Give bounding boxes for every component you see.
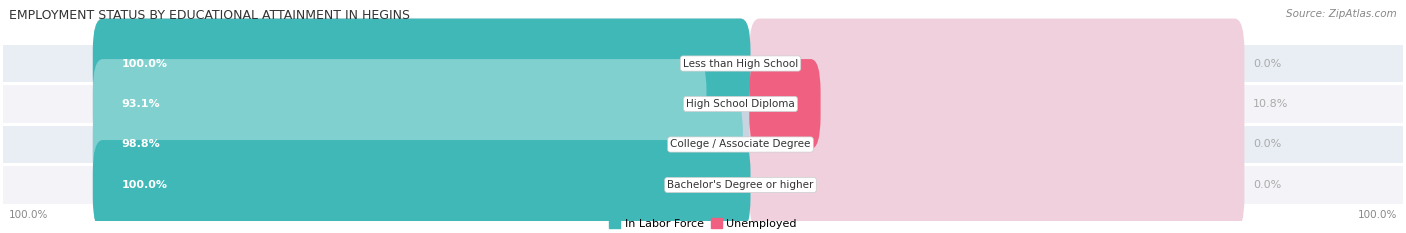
Text: 10.8%: 10.8%: [1253, 99, 1288, 109]
FancyBboxPatch shape: [93, 140, 751, 230]
Bar: [3, 126, 1403, 163]
FancyBboxPatch shape: [93, 99, 751, 189]
FancyBboxPatch shape: [93, 140, 751, 230]
FancyBboxPatch shape: [749, 59, 1244, 149]
Bar: [3, 45, 1403, 82]
Text: College / Associate Degree: College / Associate Degree: [671, 140, 811, 150]
Text: 100.0%: 100.0%: [121, 180, 167, 190]
Text: 0.0%: 0.0%: [1253, 180, 1281, 190]
Text: Less than High School: Less than High School: [683, 58, 799, 69]
Bar: [3, 85, 1403, 123]
FancyBboxPatch shape: [93, 59, 706, 149]
FancyBboxPatch shape: [93, 59, 751, 149]
FancyBboxPatch shape: [93, 99, 742, 189]
Text: Bachelor's Degree or higher: Bachelor's Degree or higher: [668, 180, 814, 190]
FancyBboxPatch shape: [749, 99, 1244, 189]
Text: 0.0%: 0.0%: [1253, 140, 1281, 150]
Text: 100.0%: 100.0%: [8, 210, 48, 220]
Text: EMPLOYMENT STATUS BY EDUCATIONAL ATTAINMENT IN HEGINS: EMPLOYMENT STATUS BY EDUCATIONAL ATTAINM…: [8, 9, 411, 22]
Text: High School Diploma: High School Diploma: [686, 99, 794, 109]
FancyBboxPatch shape: [93, 19, 751, 108]
Text: Source: ZipAtlas.com: Source: ZipAtlas.com: [1286, 9, 1398, 19]
Text: 100.0%: 100.0%: [121, 58, 167, 69]
Text: 100.0%: 100.0%: [1358, 210, 1398, 220]
FancyBboxPatch shape: [93, 19, 751, 108]
Text: 0.0%: 0.0%: [1253, 58, 1281, 69]
Text: 93.1%: 93.1%: [121, 99, 160, 109]
Legend: In Labor Force, Unemployed: In Labor Force, Unemployed: [605, 214, 801, 233]
Text: 98.8%: 98.8%: [121, 140, 160, 150]
FancyBboxPatch shape: [749, 140, 1244, 230]
FancyBboxPatch shape: [749, 19, 1244, 108]
Bar: [3, 166, 1403, 204]
FancyBboxPatch shape: [749, 59, 821, 149]
